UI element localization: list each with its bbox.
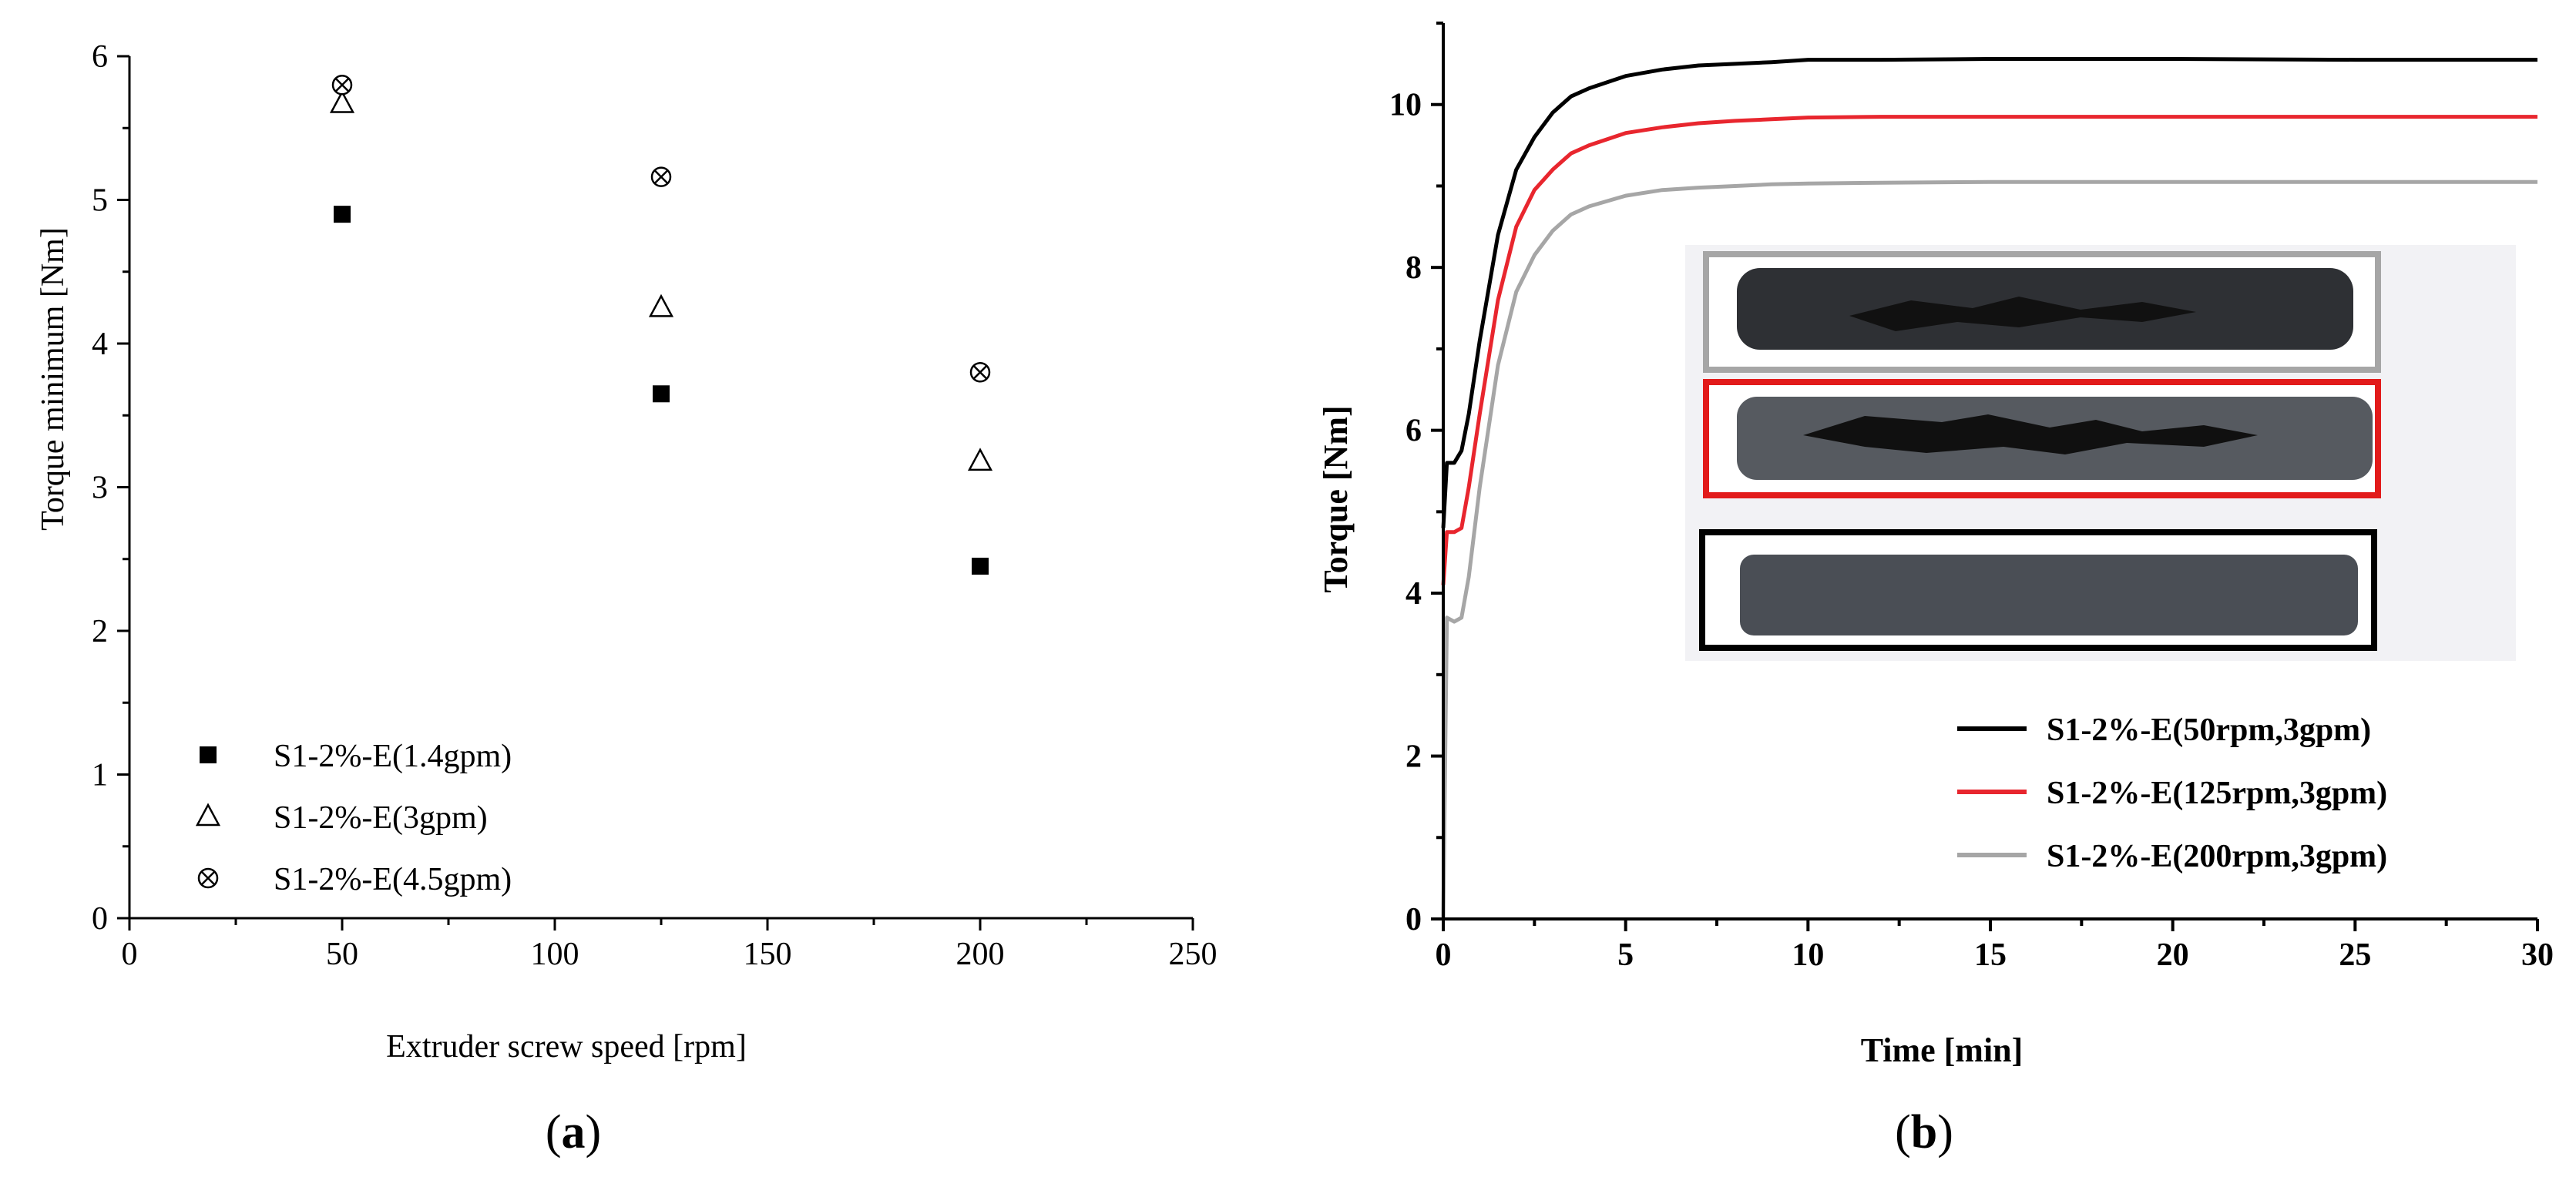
panel-b-y-tick-label: 10 bbox=[1389, 88, 1422, 123]
panel-a-caption: (a) bbox=[546, 1106, 601, 1159]
panel-a-data-point bbox=[653, 385, 670, 403]
panel-b-x-tick-label: 30 bbox=[2521, 937, 2554, 973]
sample-rod-black bbox=[1740, 555, 2358, 635]
panel-b-series-line bbox=[1441, 179, 2537, 920]
panel-a-y-tick-label: 0 bbox=[92, 901, 108, 937]
panel-a-legend-label: S1-2%-E(4.5gpm) bbox=[274, 862, 512, 897]
panel-b-y-tick-label: 8 bbox=[1406, 250, 1422, 286]
panel-b-x-tick-label: 20 bbox=[2157, 937, 2189, 973]
panel-b-caption-letter: b bbox=[1911, 1106, 1937, 1159]
panel-b-caption: (b) bbox=[1895, 1106, 1953, 1159]
panel-b-x-axis-label: Time [min] bbox=[1861, 1031, 2024, 1069]
panel-a-data-point bbox=[648, 293, 674, 317]
panel-b-legend-label: S1-2%-E(50rpm,3gpm) bbox=[2047, 713, 2371, 748]
panel-b-x-tick-label: 0 bbox=[1436, 937, 1452, 973]
sample-photos-inset bbox=[1685, 245, 2516, 661]
panel-a-data-point bbox=[972, 558, 989, 575]
panel-a-x-tick-label: 200 bbox=[956, 937, 1005, 972]
panel-a-points bbox=[329, 75, 993, 575]
panel-a-x-tick-label: 100 bbox=[531, 937, 579, 972]
panel-a-data-point bbox=[334, 206, 351, 223]
sample-crack-red bbox=[1803, 414, 2258, 454]
panel-a-data-point-cross-b bbox=[972, 364, 988, 380]
panel-a-legend-marker bbox=[195, 803, 221, 827]
sample-photo-125rpm bbox=[1703, 379, 2381, 498]
panel-b-series-line bbox=[1441, 115, 2537, 585]
panel-a-legend-label: S1-2%-E(1.4gpm) bbox=[274, 739, 512, 774]
panel-a-y-tick-label: 2 bbox=[92, 614, 108, 649]
panel-a-data-point bbox=[967, 448, 993, 471]
panel-a-x-tick-label: 150 bbox=[744, 937, 792, 972]
panel-a-y-axis-label: Torque minimum [Nm] bbox=[35, 227, 71, 531]
panel-b-x-tick-label: 5 bbox=[1617, 937, 1634, 973]
panel-b-x-tick-label: 15 bbox=[1974, 937, 2007, 973]
panel-a-legend: S1-2%-E(1.4gpm) S1-2%-E(3gpm) S1-2%-E(4.5g… bbox=[195, 739, 512, 897]
sample-photo-50rpm bbox=[1699, 529, 2377, 651]
panel-a-x-tick-label: 0 bbox=[122, 937, 138, 972]
panel-a-legend-marker-cross-b bbox=[200, 870, 216, 886]
panel-a-data-point-cross-b bbox=[653, 169, 669, 185]
panel-b-x-tick-label: 10 bbox=[1792, 937, 1824, 973]
panel-a-x-tick-label: 250 bbox=[1169, 937, 1217, 972]
panel-b-y-axis-label: Torque [Nm] bbox=[1317, 405, 1355, 592]
panel-a-caption-letter: a bbox=[562, 1106, 586, 1159]
panel-b-y-tick-label: 0 bbox=[1406, 902, 1422, 937]
panel-a-y-tick-label: 1 bbox=[92, 758, 108, 793]
panel-a-y-tick-label: 6 bbox=[92, 39, 108, 75]
panel-a-ticks: 0 50 100 150 200 250 0 1 2 3 4 5 6 bbox=[92, 39, 1217, 972]
panel-a-y-tick-label: 3 bbox=[92, 471, 108, 506]
panel-a-x-axis-label: Extruder screw speed [rpm] bbox=[386, 1029, 747, 1065]
panel-b-series-line bbox=[1441, 57, 2537, 528]
panel-a-legend-marker bbox=[200, 746, 217, 763]
panel-a-data-point-cross-b bbox=[334, 77, 350, 92]
panel-b-ticks: 0 5 10 15 20 25 30 0 2 4 6 8 10 bbox=[1389, 22, 2554, 973]
panel-b-legend-label: S1-2%-E(125rpm,3gpm) bbox=[2047, 776, 2387, 811]
panel-b-y-tick-label: 4 bbox=[1406, 576, 1422, 612]
panel-b-y-tick-label: 2 bbox=[1406, 739, 1422, 775]
panel-a-x-tick-label: 50 bbox=[326, 937, 358, 972]
panel-b-legend-label: S1-2%-E(200rpm,3gpm) bbox=[2047, 839, 2387, 874]
panel-a-y-tick-label: 4 bbox=[92, 327, 108, 362]
panel-b-lines bbox=[1441, 57, 2537, 920]
panel-b-y-tick-label: 6 bbox=[1406, 414, 1422, 449]
panel-b-legend: S1-2%-E(50rpm,3gpm) S1-2%-E(125rpm,3gpm) S… bbox=[1919, 693, 2474, 894]
sample-photo-200rpm bbox=[1703, 251, 2381, 373]
panel-a-y-tick-label: 5 bbox=[92, 183, 108, 219]
panel-b-x-tick-label: 25 bbox=[2339, 937, 2371, 973]
panel-a-data-point bbox=[329, 89, 355, 113]
sample-crack-grey bbox=[1849, 297, 2196, 331]
panel-a-legend-label: S1-2%-E(3gpm) bbox=[274, 800, 488, 836]
